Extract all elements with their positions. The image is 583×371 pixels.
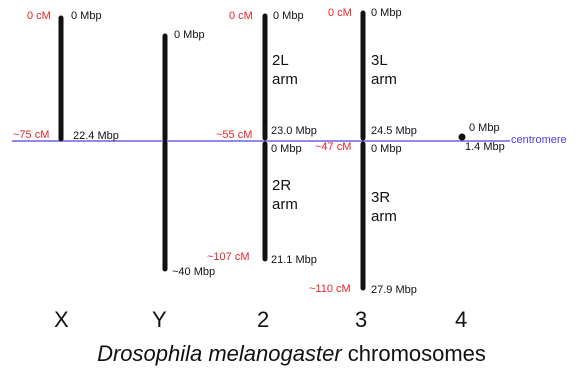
y-top-mbp-label: 0 Mbp [174,29,205,41]
c3-centromere-cm-label: ~47 cM [315,141,352,153]
c3-top-mbp-label: 0 Mbp [371,7,402,19]
chromosome-4-dot [458,133,466,141]
c2-centromere-cm-label: ~55 cM [216,129,253,141]
y-bottom-mbp-label: ~40 Mbp [172,266,216,278]
x-top-cm-label: 0 cM [27,10,51,22]
c4-bottom-mbp-label: 1.4 Mbp [465,141,505,153]
c3-left-end-mbp-label: 24.5 Mbp [371,125,417,137]
c3-right-start-mbp-label: 0 Mbp [371,143,402,155]
c2-top-mbp-label: 0 Mbp [273,10,304,22]
c2-top-cm-label: 0 cM [229,10,253,22]
c3-bottom-cm-label: ~110 cM [309,283,351,295]
c2-right-start-mbp-label: 0 Mbp [271,143,302,155]
c2-left-end-mbp-label: 23.0 Mbp [271,125,317,137]
chromosome-4-name: 4 [455,307,468,332]
c2-bottom-mbp-label: 21.1 Mbp [271,254,317,266]
chromosome-3-name: 3 [355,307,368,332]
chromosome-y-name: Y [152,307,167,332]
title-suffix: chromosomes [347,341,486,366]
diagram-title: Drosophila melanogaster chromosomes [0,343,583,365]
c2-bottom-cm-label: ~107 cM [207,251,250,263]
c4-top-mbp-label: 0 Mbp [469,122,500,134]
x-top-mbp-label: 0 Mbp [71,10,102,22]
c2-right-arm-label: 2R arm [272,177,298,213]
c3-bottom-mbp-label: 27.9 Mbp [371,284,417,296]
c3-left-arm-label: 3L arm [371,52,397,88]
centromere-label: centromere [511,134,567,146]
c2-left-arm-label: 2L arm [272,52,298,88]
c3-top-cm-label: 0 cM [328,7,352,19]
x-centromere-mbp-label: 22.4 Mbp [73,130,119,142]
title-species: Drosophila melanogaster [97,341,342,366]
x-centromere-cm-label: ~75 cM [13,129,50,141]
c3-right-arm-label: 3R arm [371,189,397,225]
chromosome-x-name: X [54,307,69,332]
chromosome-2-name: 2 [257,307,270,332]
